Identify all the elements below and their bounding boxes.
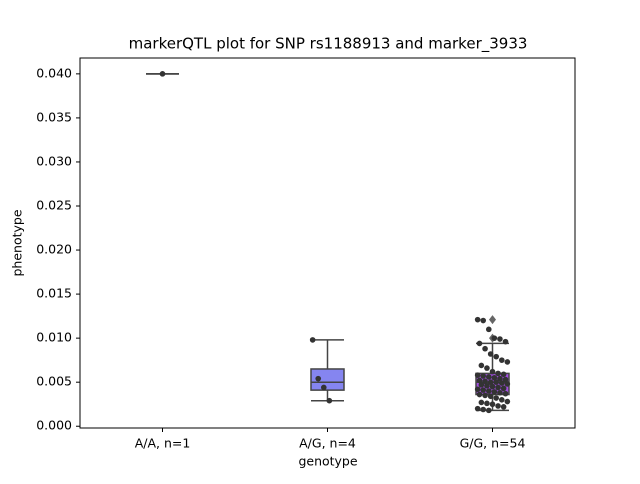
y-tick-label: 0.005 <box>36 374 72 389</box>
y-tick-label: 0.015 <box>36 286 72 301</box>
point <box>498 397 505 403</box>
x-tick-label: A/G, n=4 <box>299 436 356 451</box>
point <box>480 406 487 413</box>
point <box>485 374 492 380</box>
point <box>487 379 494 385</box>
point <box>478 382 485 388</box>
y-tick-label: 0.010 <box>36 330 72 345</box>
point <box>504 359 511 365</box>
point <box>484 400 490 407</box>
point <box>487 351 494 357</box>
point <box>482 345 488 352</box>
point <box>476 340 483 347</box>
point <box>489 383 496 390</box>
point <box>474 405 481 412</box>
point <box>478 362 485 369</box>
point <box>502 390 509 397</box>
y-tick-label: 0.030 <box>36 153 72 168</box>
point <box>489 401 496 408</box>
y-axis-label: phenotype <box>10 209 25 276</box>
point <box>476 391 483 398</box>
point <box>326 397 333 404</box>
point <box>500 385 507 392</box>
point <box>484 382 490 389</box>
point <box>497 336 503 342</box>
point <box>491 374 498 381</box>
point <box>476 377 483 384</box>
point <box>498 357 505 363</box>
point <box>497 389 503 396</box>
x-axis-label: genotype <box>298 454 357 469</box>
point <box>500 404 507 410</box>
point <box>480 387 487 393</box>
point <box>491 335 498 341</box>
point <box>485 407 492 414</box>
point <box>315 375 322 382</box>
y-tick-label: 0.040 <box>36 65 72 80</box>
point <box>497 375 503 382</box>
chart-title: markerQTL plot for SNP rs1188913 and mar… <box>129 35 528 54</box>
point <box>474 316 481 323</box>
point <box>504 398 511 405</box>
point <box>498 380 505 386</box>
point <box>484 365 490 371</box>
x-tick-label: A/A, n=1 <box>135 436 191 451</box>
point <box>495 403 501 409</box>
y-tick-label: 0.020 <box>36 242 72 257</box>
point <box>478 399 485 406</box>
point <box>474 386 481 393</box>
point <box>482 392 488 399</box>
point <box>320 384 327 391</box>
point <box>495 370 501 377</box>
point <box>487 393 494 400</box>
point <box>502 376 509 383</box>
point <box>485 388 492 394</box>
point <box>482 378 488 385</box>
box <box>310 368 345 391</box>
point <box>500 371 507 378</box>
point <box>159 71 166 77</box>
y-tick-label: 0.000 <box>36 418 72 433</box>
point <box>493 353 500 360</box>
y-tick-label: 0.035 <box>36 109 72 124</box>
point <box>480 317 487 324</box>
point <box>504 381 511 387</box>
x-tick-label: G/G, n=54 <box>460 436 526 451</box>
point <box>491 389 498 395</box>
point <box>493 395 500 401</box>
point <box>480 373 487 379</box>
point <box>502 338 509 345</box>
point <box>493 379 500 385</box>
point <box>309 337 316 343</box>
y-tick-label: 0.025 <box>36 198 72 213</box>
point <box>495 384 501 391</box>
point <box>489 368 496 375</box>
flier <box>489 315 496 325</box>
point <box>474 372 481 378</box>
point <box>485 326 492 333</box>
